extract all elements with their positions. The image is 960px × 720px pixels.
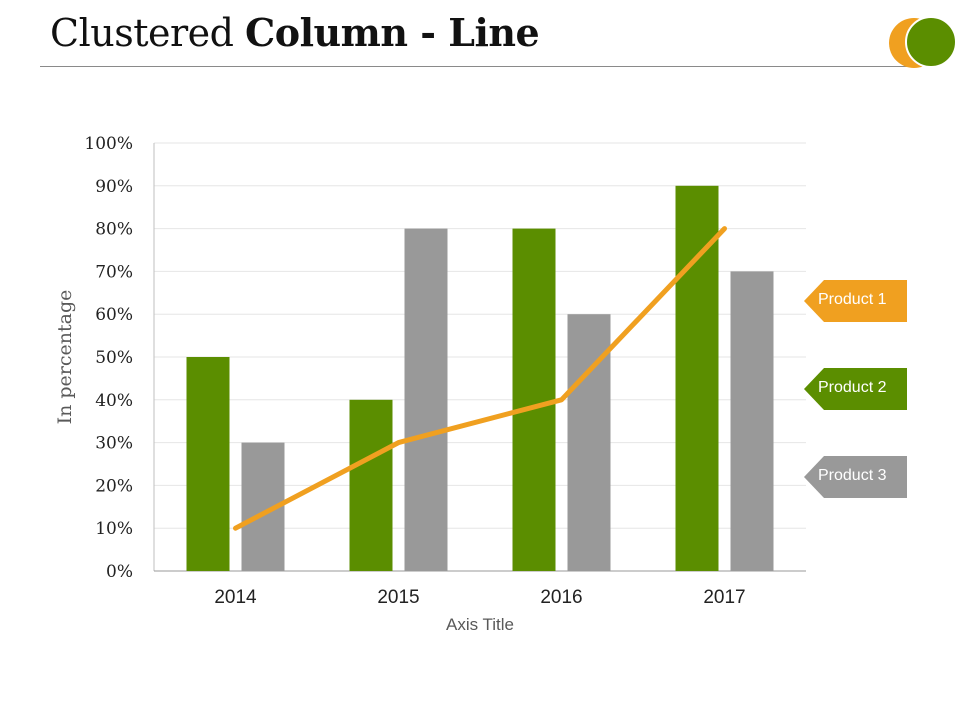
x-tick-label: 2017	[703, 587, 745, 608]
page-title: Clustered Column - Line	[50, 10, 540, 55]
y-axis-title: In percentage	[54, 290, 76, 425]
title-divider	[40, 66, 920, 67]
y-tick-label: 70%	[95, 262, 133, 282]
y-tick-label: 20%	[95, 476, 133, 496]
y-tick-label: 50%	[95, 348, 133, 368]
x-tick-label: 2014	[214, 587, 257, 608]
legend-arrow-icon	[804, 456, 907, 498]
y-tick-label: 40%	[95, 391, 133, 411]
bar-product-2	[186, 357, 230, 571]
x-axis-title: Axis Title	[446, 615, 514, 634]
legend-arrow-icon	[804, 280, 907, 322]
legend-arrow-icon	[804, 368, 907, 410]
legend-label: Product 3	[818, 467, 887, 484]
title-bold: Column - Line	[245, 10, 540, 55]
bar-product-3	[404, 228, 448, 571]
bar-product-2	[349, 399, 393, 571]
y-tick-label: 80%	[95, 220, 133, 240]
bar-product-3	[730, 271, 774, 571]
y-tick-label: 10%	[95, 519, 133, 539]
line-product-1	[233, 226, 727, 531]
x-tick-label: 2016	[540, 587, 582, 608]
green-circle-icon	[905, 16, 957, 68]
legend-label: Product 2	[818, 379, 887, 396]
title-light: Clustered	[50, 11, 246, 55]
legend-label: Product 1	[818, 291, 887, 308]
x-tick-label: 2015	[377, 587, 419, 608]
bar-product-2	[675, 185, 719, 572]
bar-product-2	[512, 228, 556, 571]
y-tick-label: 30%	[95, 434, 133, 454]
legend-item-product-1: Product 1	[804, 280, 907, 322]
y-tick-label: 100%	[84, 134, 133, 154]
legend-item-product-3: Product 3	[804, 456, 907, 498]
y-tick-label: 60%	[95, 305, 133, 325]
y-tick-label: 90%	[95, 177, 133, 197]
legend-item-product-2: Product 2	[804, 368, 907, 410]
y-tick-label: 0%	[106, 562, 133, 582]
